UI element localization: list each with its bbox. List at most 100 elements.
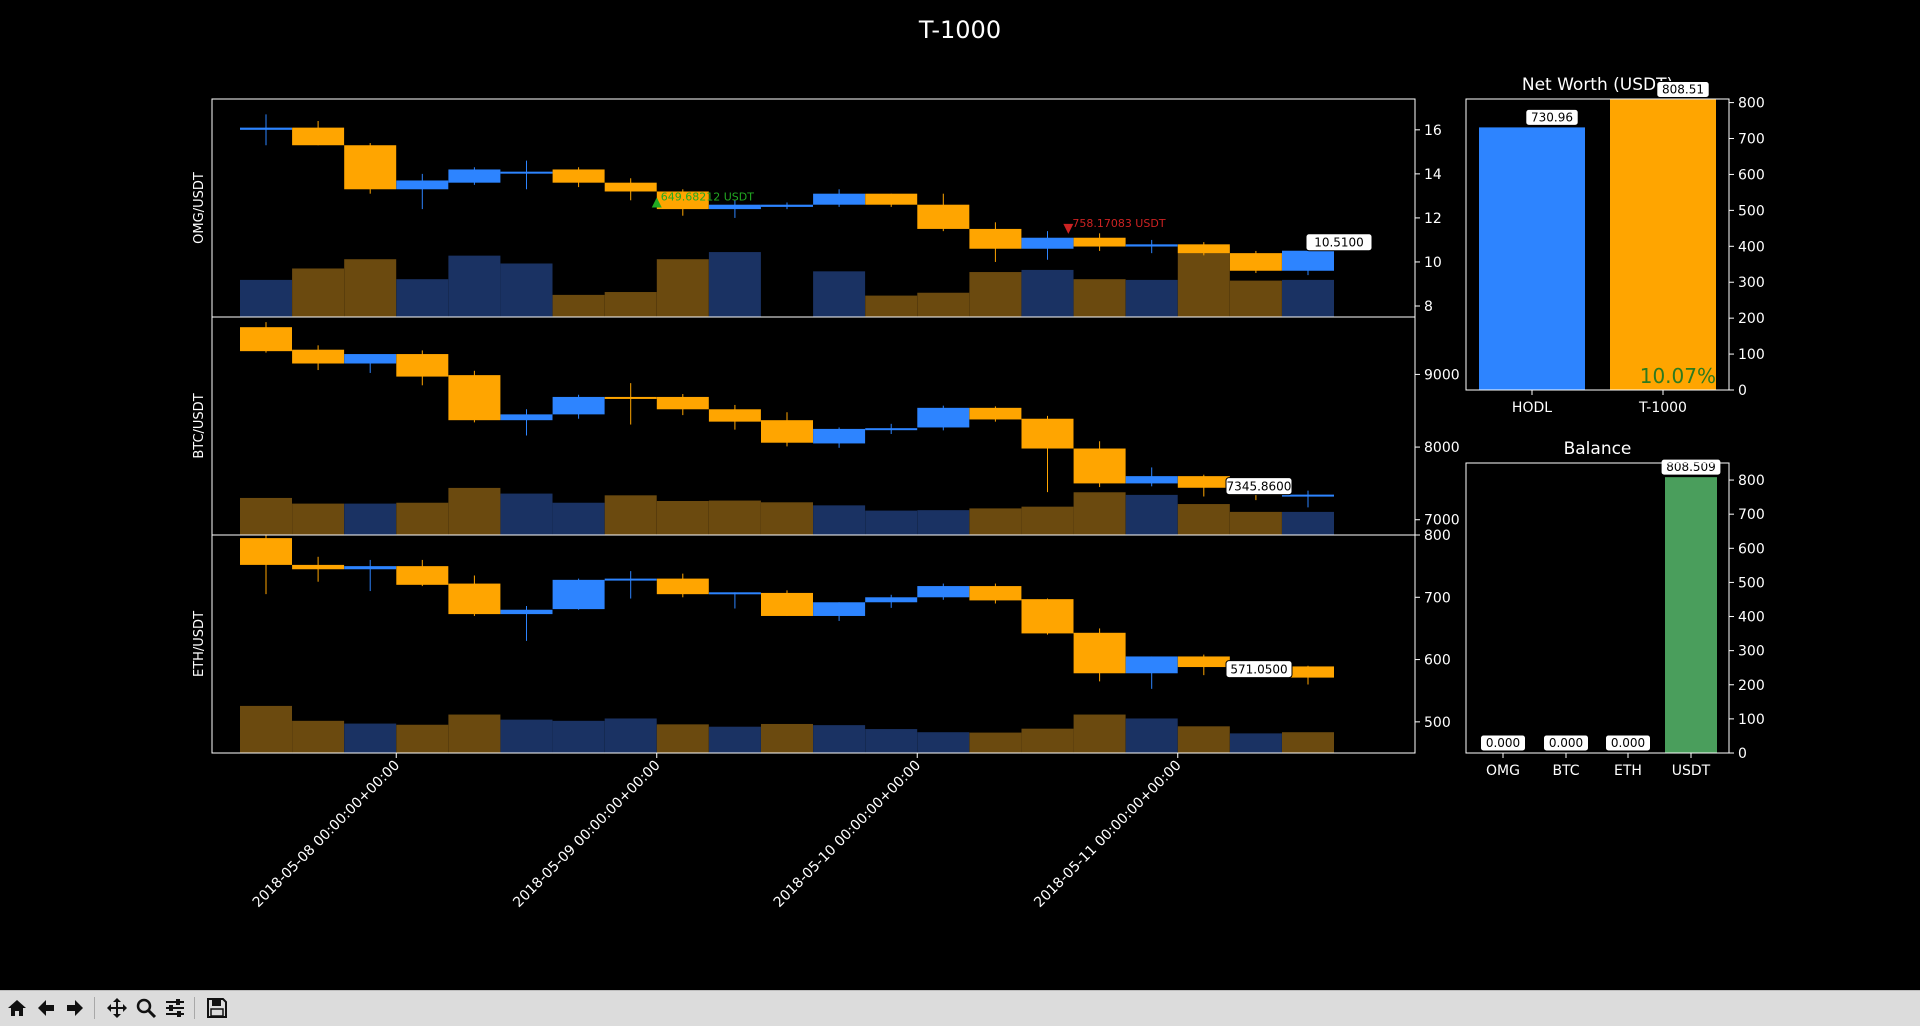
candle-body — [604, 396, 657, 399]
volume-bar — [344, 259, 397, 317]
volume-bar — [396, 502, 449, 535]
btc-panel: 7345.8600 7000 8000 9000 BTC/USDT — [192, 316, 1460, 536]
volume-bar — [656, 259, 709, 317]
pan-button[interactable] — [104, 995, 130, 1021]
save-icon — [207, 998, 227, 1018]
value-label: 0.000 — [1486, 736, 1520, 750]
value-label-box — [1480, 734, 1526, 752]
y-tick-label: 400 — [1738, 239, 1765, 255]
sell-marker — [1063, 223, 1074, 234]
zoom-icon — [136, 998, 157, 1019]
last-price-text: 571.0500 — [1230, 663, 1287, 677]
volume-bar — [865, 729, 918, 753]
forward-button[interactable] — [62, 995, 88, 1021]
y-tick-label: 300 — [1738, 275, 1765, 291]
balance-axes-frame — [1465, 462, 1730, 754]
y-tick-label: 9000 — [1424, 367, 1460, 383]
candle-body — [656, 396, 709, 410]
volume-bar — [708, 252, 761, 317]
value-label: 0.000 — [1549, 736, 1583, 750]
candle-body — [292, 127, 345, 146]
x-tick-label: ETH — [1614, 763, 1642, 779]
candle-body — [604, 182, 657, 192]
volume-bar — [344, 723, 397, 753]
candle-body — [917, 586, 970, 598]
volume-bar — [1021, 269, 1074, 317]
volume-bar — [656, 724, 709, 753]
volume-bar — [1125, 718, 1178, 753]
volume-bar — [552, 502, 605, 535]
volume-bar — [917, 292, 970, 317]
volume-bar — [240, 705, 292, 753]
back-button[interactable] — [33, 995, 59, 1021]
x-tick-label: 2018-05-09 00:00:00+00:00 — [510, 758, 663, 911]
last-price-box — [1225, 477, 1293, 496]
candle-body — [240, 538, 292, 565]
arrow-left-icon — [38, 1000, 54, 1016]
volume-bar — [865, 295, 918, 317]
volume-bar — [917, 732, 970, 753]
save-button[interactable] — [204, 995, 230, 1021]
volume-bar — [1021, 506, 1074, 535]
volume-bar — [1282, 732, 1334, 753]
volume-bar — [813, 505, 866, 535]
candle-body — [865, 597, 918, 603]
y-tick-label: 600 — [1738, 167, 1765, 183]
figure-title: T-1000 — [918, 16, 1001, 44]
sell-trade-label: 758.17083 USDT — [1072, 217, 1165, 230]
candle-body — [813, 193, 866, 205]
buy-marker — [651, 197, 662, 208]
candle-body — [761, 592, 813, 616]
eth-axes-frame — [211, 534, 1416, 754]
candle-body — [500, 414, 553, 421]
balance-chart: Balance 0.000 OMG 0.000 BTC 0.000 ETH 808.509 US… — [1465, 439, 1765, 779]
volume-bar — [1229, 280, 1282, 317]
volume-bar — [448, 714, 501, 753]
volume-bar — [500, 263, 553, 317]
volume-bar — [1125, 279, 1178, 317]
home-button[interactable] — [4, 995, 30, 1021]
volume-bar — [1073, 279, 1126, 317]
candle-body — [813, 602, 866, 616]
volume-bar — [761, 723, 813, 753]
candle-body — [344, 354, 397, 364]
value-label-box — [1525, 108, 1579, 126]
volume-bar — [969, 732, 1022, 753]
candle-body — [1125, 476, 1178, 484]
y-tick-label: 200 — [1738, 311, 1765, 327]
y-tick-label: 0 — [1738, 746, 1747, 762]
candle-body — [708, 592, 761, 595]
volume-bar — [969, 272, 1022, 317]
balance-title: Balance — [1564, 439, 1632, 459]
zoom-button[interactable] — [133, 995, 159, 1021]
volume-bar — [552, 720, 605, 753]
y-tick-label: 500 — [1738, 575, 1765, 591]
candle-body — [1282, 494, 1334, 497]
candle-body — [813, 428, 866, 444]
btc-axes-frame — [211, 316, 1416, 536]
candle-body — [292, 564, 345, 570]
omg-ylabel: OMG/USDT — [192, 172, 207, 244]
configure-subplots-button[interactable] — [162, 995, 188, 1021]
last-price-text: 10.5100 — [1314, 236, 1364, 250]
last-price-label: 7345.8600 — [1225, 477, 1293, 496]
volume-bar — [292, 720, 345, 753]
omg-panel: 649.68212 USDT 758.17083 USDT 10.5100 8 10 12… — [192, 98, 1442, 318]
volume-bar — [500, 719, 553, 753]
x-tick-label: T-1000 — [1638, 400, 1687, 416]
candle-body — [708, 409, 761, 422]
y-tick-label: 700 — [1738, 132, 1765, 148]
value-label: 808.509 — [1666, 460, 1716, 474]
btc-ylabel: BTC/USDT — [192, 393, 207, 458]
candle-body — [500, 171, 553, 174]
y-tick-label: 0 — [1738, 383, 1747, 399]
toolbar-separator — [94, 997, 95, 1019]
candle-body — [396, 180, 449, 190]
value-label-box — [1543, 734, 1589, 752]
candle-body — [1073, 237, 1126, 247]
value-label-box — [1605, 734, 1651, 752]
volume-bar — [1282, 511, 1334, 535]
candle-body — [708, 204, 761, 210]
y-tick-label: 800 — [1424, 528, 1451, 544]
x-tick-label: BTC — [1552, 763, 1579, 779]
